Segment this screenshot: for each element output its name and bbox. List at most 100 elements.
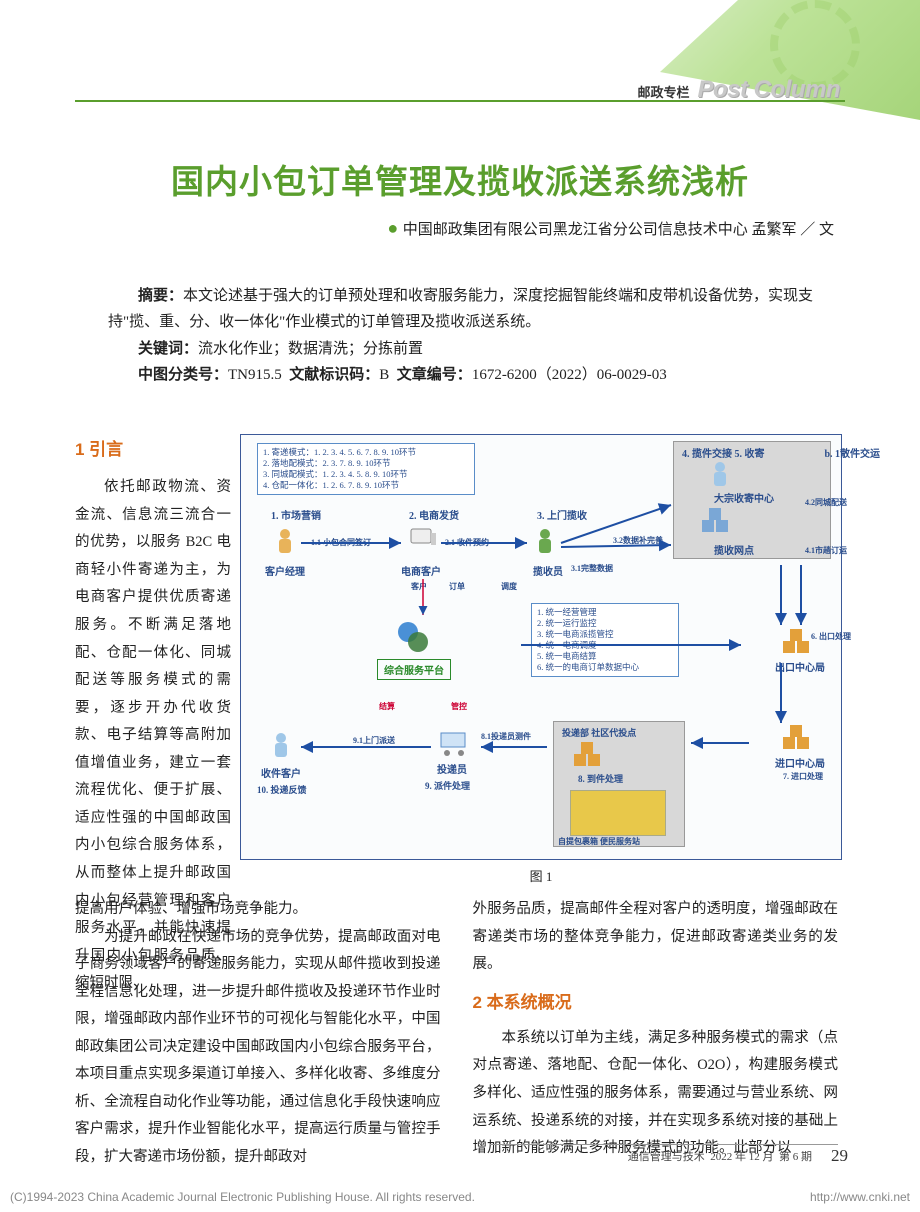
fig-mode-item: 4. 仓配一体化：1. 2. 6. 7. 8. 9. 10环节 (263, 480, 469, 491)
fig-label: 8.1投递员测件 (481, 731, 531, 742)
figure-1: 1. 寄递模式：1. 2. 3. 4. 5. 6. 7. 8. 9. 10环节 … (240, 434, 842, 860)
fig-person-icon (273, 527, 297, 559)
article-no: 1672-6200（2022）06-0029-03 (472, 367, 667, 383)
fig-globe-icon (395, 619, 431, 657)
fig-label: 揽收员 (533, 563, 563, 578)
fig-cart-icon (437, 729, 473, 759)
fig-label: 4. 揽件交接 5. 收寄 (682, 445, 765, 460)
article-title: 国内小包订单管理及揽收派送系统浅析 (0, 155, 920, 203)
fig-label: 订单 (449, 581, 465, 592)
fig-label: 投递部 社区代投点 (562, 726, 636, 739)
fig-mode-item: 3. 同城配模式：1. 2. 3. 4. 5. 8. 9. 10环节 (263, 469, 469, 480)
footer-meta: 通信管理与技术 2022 年 12 月 第 6 期 (628, 1148, 812, 1164)
fig-label: 9.1上门派送 (353, 735, 395, 746)
para: 为提升邮政在快递市场的竞争优势，提高邮政面对电子商务领域客户的寄递服务能力，实现… (75, 924, 441, 1172)
fig-list-item: 2. 统一运行监控 (537, 618, 673, 629)
fig-label: 出口中心局 (775, 659, 825, 674)
fig-label: 3.1完整数据 (571, 563, 613, 574)
fig-modes-box: 1. 寄递模式：1. 2. 3. 4. 5. 6. 7. 8. 9. 10环节 … (257, 443, 475, 495)
fig-label: 进口中心局 (775, 755, 825, 770)
clc-val: TN915.5 (228, 367, 282, 383)
fig-label: 4.1市趟订运 (805, 545, 847, 556)
fig-label: 综合服务平台 (377, 659, 451, 680)
abstract-block: 摘要：本文论述基于强大的订单预处理和收寄服务能力，深度挖掘智能终端和皮带机设备优… (108, 283, 834, 388)
fig-boxes-icon (702, 506, 734, 536)
article-no-label: 文章编号： (397, 367, 472, 383)
doc-code-label: 文献标识码： (289, 367, 379, 383)
copyright-text: (C)1994-2023 China Academic Journal Elec… (10, 1190, 475, 1204)
fig-list-item: 4. 统一电商调度 (537, 640, 673, 651)
abstract-line: 持"揽、重、分、收一体化"作业模式的订单管理及揽收派送系统。 (108, 309, 834, 335)
fig-label: 1.1 小包合同签订 (311, 537, 371, 548)
fig-label: 大宗收寄中心 (714, 490, 774, 505)
fig-person-icon (269, 731, 293, 763)
fig-label: 2. 电商发货 (409, 507, 459, 522)
fig-label: 自提包裹箱 便民服务站 (558, 836, 640, 847)
copyright-url: http://www.cnki.net (810, 1190, 910, 1204)
para: 提高用户体验、增强市场竞争能力。 (75, 896, 441, 924)
header-rule (75, 100, 845, 102)
keywords-label: 关键词： (138, 341, 198, 357)
fig-label: 6. 出口处理 (811, 631, 851, 642)
journal-name: 通信管理与技术 (628, 1151, 705, 1163)
doc-code: B (379, 367, 389, 383)
lower-col-left: 提高用户体验、增强市场竞争能力。 为提升邮政在快递市场的竞争优势，提高邮政面对电… (75, 896, 441, 1171)
fig-pc-icon (409, 527, 437, 553)
fig-label: 9. 派件处理 (425, 779, 470, 792)
fig-list-item: 6. 统一的电商订单数据中心 (537, 662, 673, 673)
issue-no: 第 6 期 (779, 1151, 812, 1163)
page-number: 29 (831, 1146, 848, 1166)
fig-person-icon (533, 527, 557, 559)
fig-label: 7. 进口处理 (783, 771, 823, 782)
fig-label: 3. 上门揽收 (537, 507, 587, 522)
byline-dot-icon: ● (387, 218, 402, 238)
para: 外服务品质，提高邮件全程对客户的透明度，增强邮政在寄递类市场的整体竞争能力，促进… (473, 896, 839, 979)
footer-rule (490, 1144, 838, 1145)
fig-boxes-icon (783, 723, 815, 753)
section1-heading: 1 引言 (75, 434, 231, 466)
figure-caption: 图 1 (240, 866, 842, 885)
fig-label: 3.2数据补完善 (613, 535, 663, 546)
fig-mode-item: 1. 寄递模式：1. 2. 3. 4. 5. 6. 7. 8. 9. 10环节 (263, 447, 469, 458)
keywords-line: 关键词：流水化作业；数据清洗；分拣前置 (108, 336, 834, 362)
fig-person-icon (708, 460, 732, 492)
fig-mode-item: 2. 落地配模式：2. 3. 7. 8. 9. 10环节 (263, 458, 469, 469)
column-cn: 邮政专栏 (637, 82, 689, 101)
fig-label: 管控 (451, 701, 467, 712)
fig-label: 8. 到件处理 (578, 772, 623, 785)
fig-label: 调度 (501, 581, 517, 592)
fig-boxes-icon (574, 740, 606, 770)
fig-label: 投递员 (437, 761, 467, 776)
fig-list-item: 3. 统一电商派揽管控 (537, 629, 673, 640)
fig-label: 客户 (411, 581, 427, 592)
classification-line: 中图分类号：TN915.5 文献标识码：B 文章编号：1672-6200（202… (108, 362, 834, 388)
fig-label: 客户经理 (265, 563, 305, 578)
para: 本系统以订单为主线，满足多种服务模式的需求（点对点寄递、落地配、仓配一体化、O2… (473, 1025, 839, 1163)
byline: ● 中国邮政集团有限公司黑龙江省分公司信息技术中心 孟繁军 ／ 文 (0, 218, 834, 239)
fig-selfbox-icon (570, 790, 666, 836)
fig-label: 1. 市场营销 (271, 507, 321, 522)
lower-columns: 提高用户体验、增强市场竞争能力。 为提升邮政在快递市场的竞争优势，提高邮政面对电… (75, 896, 838, 1171)
abstract-label: 摘要： (138, 288, 183, 304)
issue-date: 2022 年 12 月 (710, 1151, 773, 1163)
fig-label: 10. 投递反馈 (257, 783, 307, 796)
fig-label: 2.1 收件预约 (445, 537, 489, 548)
fig-label: 收件客户 (261, 765, 301, 780)
fig-label: 揽收网点 (714, 542, 754, 557)
fig-list-item: 1. 统一经营管理 (537, 607, 673, 618)
fig-label: 电商客户 (401, 563, 441, 578)
byline-text: 中国邮政集团有限公司黑龙江省分公司信息技术中心 孟繁军 ／ 文 (403, 222, 834, 238)
copyright-line: (C)1994-2023 China Academic Journal Elec… (10, 1190, 910, 1204)
abstract-text: 本文论述基于强大的订单预处理和收寄服务能力，深度挖掘智能终端和皮带机设备优势，实… (183, 288, 813, 304)
fig-portal-list: 1. 统一经营管理 2. 统一运行监控 3. 统一电商派揽管控 4. 统一电商调… (531, 603, 679, 677)
fig-label: 结算 (379, 701, 395, 712)
clc-label: 中图分类号： (138, 367, 228, 383)
page-footer: 通信管理与技术 2022 年 12 月 第 6 期 29 (0, 1152, 920, 1178)
lower-col-right: 外服务品质，提高邮件全程对客户的透明度，增强邮政在寄递类市场的整体竞争能力，促进… (473, 896, 839, 1171)
fig-delivery-panel: 投递部 社区代投点 8. 到件处理 自提包裹箱 便民服务站 (553, 721, 685, 847)
section2-heading: 2 本系统概况 (473, 987, 839, 1019)
fig-list-item: 5. 统一电商结算 (537, 651, 673, 662)
fig-label: 4.2同城配送 (805, 497, 847, 508)
fig-label: b. 1散件交运 (824, 445, 880, 460)
keywords-text: 流水化作业；数据清洗；分拣前置 (198, 341, 423, 357)
